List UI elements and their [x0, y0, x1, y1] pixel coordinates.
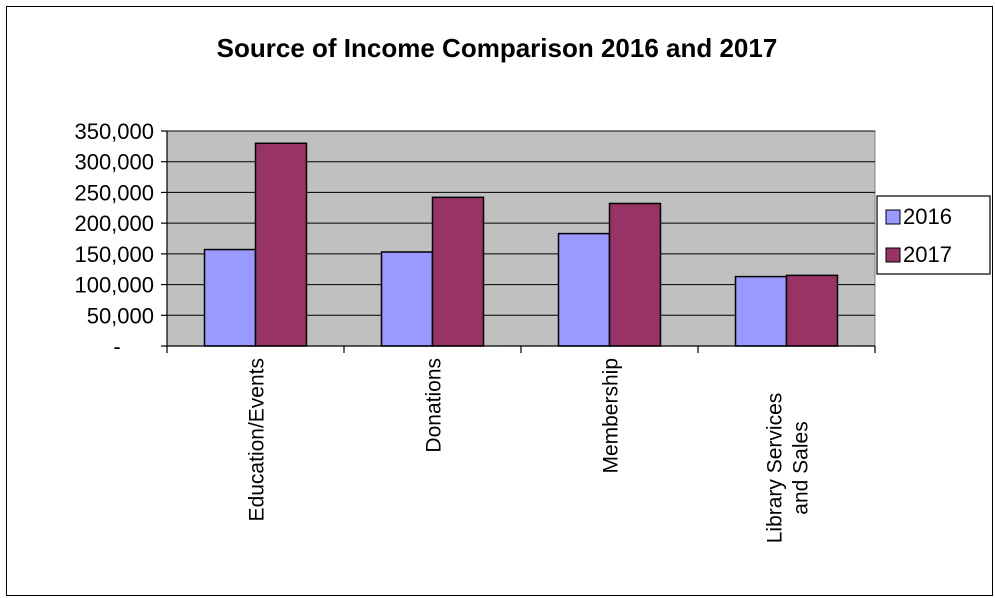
x-category-label-line: and Sales — [790, 421, 813, 514]
y-tick-label: 50,000 — [87, 303, 154, 328]
legend-label-2017: 2017 — [903, 242, 952, 267]
bar-2016-3 — [557, 232, 611, 347]
x-category-label: Education/Events — [246, 358, 269, 521]
bar-2017-1 — [254, 142, 308, 347]
x-category-label-line: Donations — [423, 358, 446, 453]
legend-swatch-2017 — [885, 247, 901, 263]
y-tick-label: 350,000 — [74, 119, 154, 144]
x-category-label: Membership — [600, 358, 623, 474]
bar-2017-3 — [608, 202, 662, 347]
legend: 2016 2017 — [876, 195, 991, 275]
x-category-label: Library Services and Sales — [764, 393, 813, 544]
y-tick-label: 100,000 — [74, 273, 154, 298]
x-category-label: Donations — [423, 358, 446, 453]
y-tick-labels: - 50,000 100,000 150,000 200,000 250,000 300,0… — [74, 119, 154, 359]
bar-2016-4 — [734, 275, 788, 347]
y-tick-label: 300,000 — [74, 150, 154, 175]
x-category-label-line: Membership — [600, 358, 623, 474]
x-category-labels: Education/Events Donations Membership Libra… — [246, 358, 813, 543]
y-tick-label: - — [113, 334, 120, 359]
y-tick-label: 250,000 — [74, 180, 154, 205]
axes — [161, 130, 876, 353]
bar-2017-2 — [431, 196, 485, 347]
x-category-label-line: Education/Events — [246, 358, 269, 521]
bar-2017-4 — [785, 274, 839, 347]
chart-title: Source of Income Comparison 2016 and 201… — [217, 33, 778, 63]
legend-label-2016: 2016 — [903, 204, 952, 229]
x-category-label-line: Library Services — [764, 393, 787, 544]
bar-2016-1 — [203, 248, 257, 347]
legend-swatch-2016 — [885, 209, 901, 225]
y-tick-label: 150,000 — [74, 242, 154, 267]
bars — [203, 142, 839, 347]
y-tick-label: 200,000 — [74, 211, 154, 236]
bar-2016-2 — [380, 251, 434, 347]
